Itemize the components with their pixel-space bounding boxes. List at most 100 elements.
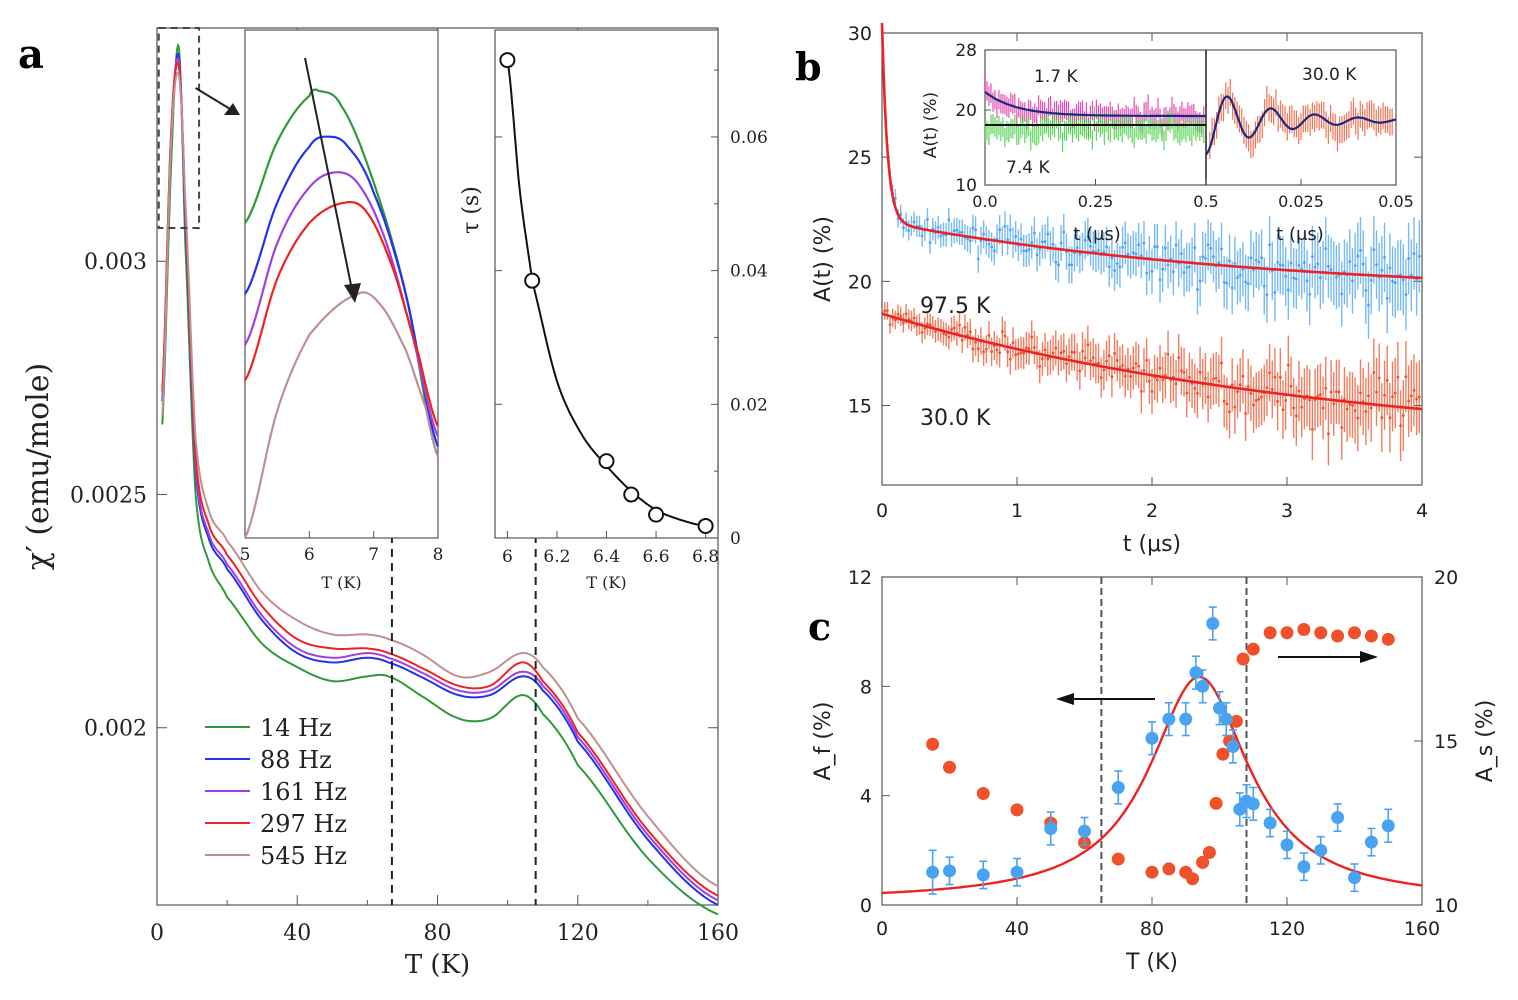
data-point: [1091, 249, 1095, 253]
data-point: [1129, 375, 1133, 378]
x-tick-label: 1: [1011, 500, 1023, 522]
data-point: [1310, 427, 1314, 431]
inset-label: 1.7 K: [1034, 67, 1078, 87]
data-point: [1407, 399, 1411, 403]
data-point: [1091, 356, 1095, 360]
data-point: [1284, 398, 1288, 402]
data-point: [1417, 395, 1421, 399]
data-point: [1286, 288, 1290, 292]
data-point: [1182, 271, 1186, 274]
data-point: [1393, 281, 1397, 285]
data-point: [1393, 391, 1397, 395]
As-point: [1111, 852, 1125, 866]
data-point: [971, 347, 975, 351]
inset-label: 7.4 K: [1006, 158, 1050, 178]
data-point: [936, 226, 940, 229]
x-tick-label: 2: [1146, 500, 1158, 522]
data-point: [1038, 247, 1042, 251]
data-point: [1380, 268, 1384, 272]
x-axis-label: t (μs): [1276, 224, 1324, 245]
inset-label: 30.0 K: [1302, 65, 1357, 85]
Af-point: [1280, 838, 1294, 852]
Af-point: [1364, 835, 1378, 849]
data-point: [1188, 375, 1191, 379]
tau-point: [499, 52, 516, 69]
data-point: [1286, 363, 1290, 367]
data-point: [1196, 391, 1199, 395]
x-tick-label: 160: [1404, 918, 1440, 940]
data-point: [1252, 403, 1255, 407]
panel-label-a: a: [18, 31, 44, 78]
As-point: [1216, 747, 1230, 761]
y-tick-label-left: 8: [860, 676, 872, 698]
Af-point: [1044, 821, 1058, 835]
data-point: [1171, 270, 1175, 274]
legend-label: 88 Hz: [260, 746, 332, 774]
data-point: [990, 350, 994, 354]
fit-line-1: [881, 312, 1423, 411]
As-point: [1381, 632, 1395, 646]
data-point: [1289, 261, 1293, 265]
data-point: [1139, 254, 1143, 258]
data-point: [1412, 388, 1416, 392]
data-point: [1273, 375, 1277, 379]
data-point: [1097, 248, 1100, 252]
data-point: [1057, 263, 1060, 267]
data-point: [1078, 369, 1082, 373]
data-point: [1236, 390, 1239, 394]
data-point: [1008, 357, 1012, 361]
data-point: [1302, 261, 1306, 265]
As-point: [1314, 626, 1328, 640]
data-point: [1193, 386, 1197, 390]
data-point: [990, 245, 994, 249]
data-point: [1123, 241, 1127, 245]
x-tick-label: 6: [502, 547, 513, 567]
data-point: [1353, 264, 1357, 268]
inset-frame: [984, 49, 1397, 186]
data-point: [1260, 256, 1263, 260]
data-point: [1003, 334, 1007, 338]
data-point: [1292, 406, 1296, 410]
data-point: [1043, 240, 1047, 243]
data-point: [1356, 416, 1360, 420]
data-point: [1249, 256, 1253, 260]
data-point: [1308, 398, 1312, 402]
data-point: [1359, 249, 1362, 252]
y-tick-label: 20: [848, 271, 872, 293]
data-point: [1340, 292, 1344, 296]
data-point: [1214, 376, 1218, 380]
data-point: [1022, 351, 1026, 355]
data-point: [1316, 262, 1320, 266]
data-point: [1265, 293, 1269, 296]
x-tick-label: 80: [424, 921, 452, 946]
data-point: [1257, 397, 1261, 401]
data-point: [1337, 390, 1341, 394]
zoom-series-4: [243, 291, 439, 539]
tau-point: [697, 517, 714, 534]
data-point: [1019, 237, 1023, 241]
x-tick-label: 80: [1140, 918, 1164, 940]
data-point: [1014, 353, 1018, 357]
data-point: [1123, 374, 1127, 378]
data-point: [1246, 282, 1250, 285]
data-point: [1145, 271, 1149, 275]
data-point: [1163, 373, 1167, 377]
x-tick-label: 4: [1416, 500, 1428, 522]
data-point: [1236, 276, 1239, 280]
data-point: [1006, 350, 1010, 354]
data-point: [1110, 375, 1114, 379]
data-point: [1257, 260, 1261, 264]
data-point: [1161, 267, 1165, 271]
data-point: [1083, 356, 1087, 360]
x-tick-label: 7: [368, 545, 379, 565]
data-point: [1268, 243, 1272, 247]
data-point: [958, 230, 961, 234]
frequency-arrow-head: [344, 283, 361, 303]
zoom-series-3: [244, 200, 439, 427]
data-point: [1115, 359, 1119, 362]
data-point: [939, 234, 943, 238]
data-point: [1003, 224, 1007, 228]
data-point: [1292, 276, 1296, 280]
data-point: [1297, 264, 1301, 267]
data-point: [896, 312, 900, 316]
